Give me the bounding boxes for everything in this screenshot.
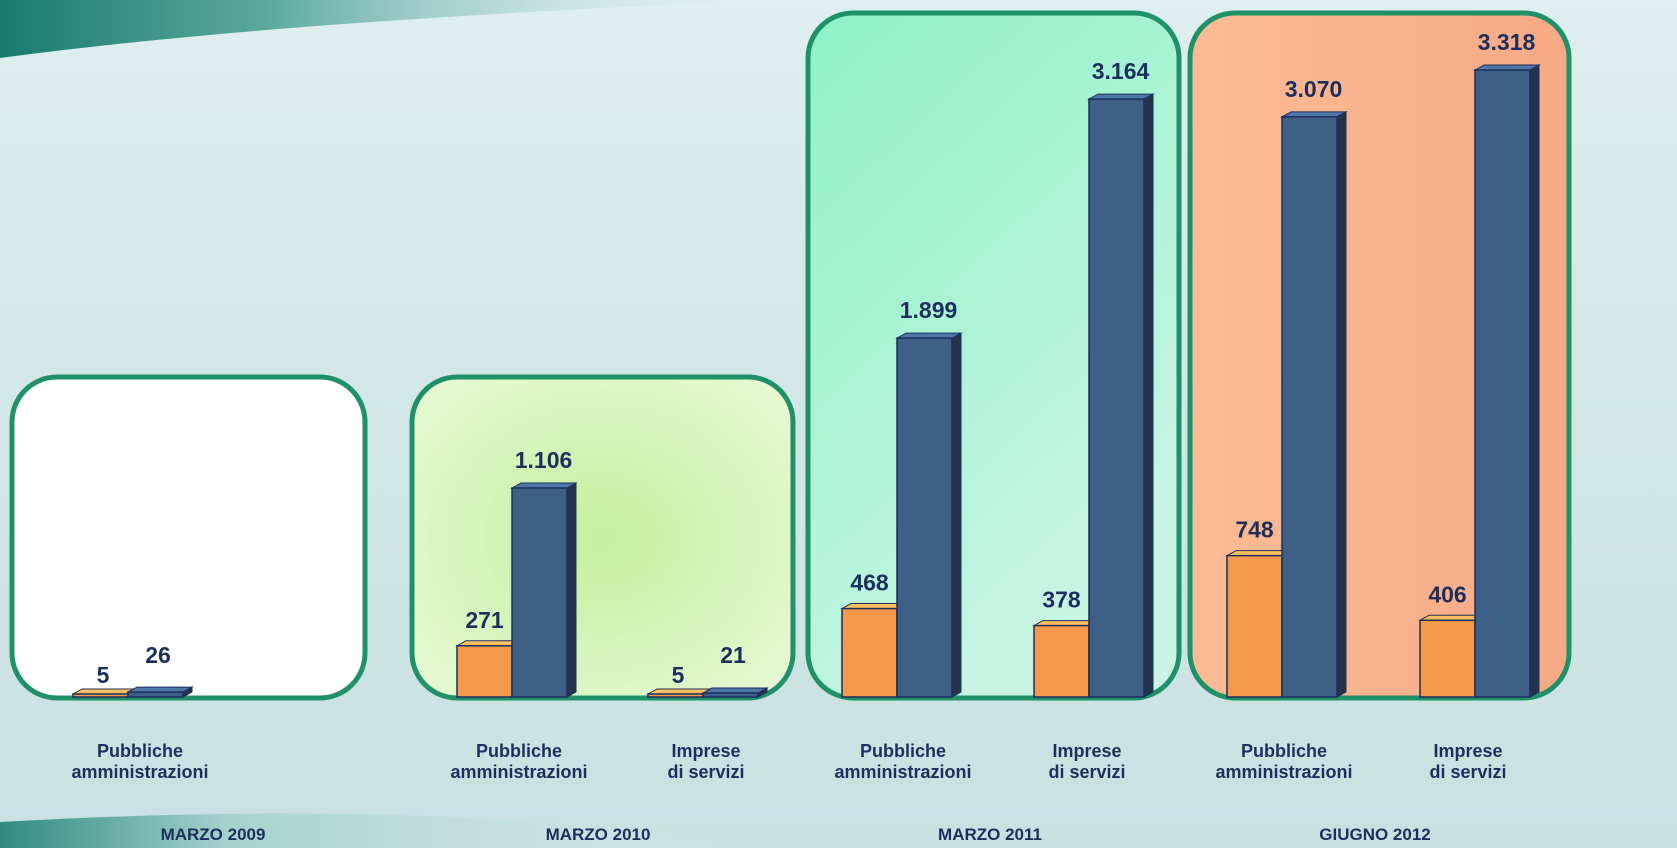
value-label: 3.318 [1478, 29, 1536, 55]
category-label: Imprese [1433, 741, 1502, 761]
category-label: di servizi [667, 762, 744, 782]
bar-navy [126, 686, 194, 698]
value-label: 378 [1042, 587, 1081, 613]
category-label: Pubbliche [476, 741, 562, 761]
value-label: 748 [1235, 517, 1274, 543]
bar-navy [1087, 93, 1155, 698]
category-label: amministrazioni [1215, 762, 1352, 782]
bar-navy [1280, 111, 1348, 698]
value-label: 5 [672, 662, 685, 688]
bar-navy [1473, 64, 1541, 698]
group-label: MARZO 2011 [938, 825, 1042, 844]
category-label: amministrazioni [834, 762, 971, 782]
value-label: 21 [720, 642, 746, 668]
bottom-swoosh [0, 813, 760, 848]
group-label: MARZO 2010 [546, 825, 651, 844]
category-label: Pubbliche [1241, 741, 1327, 761]
value-label: 26 [145, 642, 171, 668]
bar-navy [510, 482, 578, 698]
value-label: 3.164 [1092, 58, 1150, 84]
value-label: 5 [97, 662, 110, 688]
panel-marzo-2009 [9, 374, 368, 701]
bar-navy [895, 332, 963, 698]
group-label: MARZO 2009 [161, 825, 266, 844]
category-label: Imprese [671, 741, 740, 761]
value-label: 1.106 [515, 447, 573, 473]
category-label: Pubbliche [97, 741, 183, 761]
category-label: Pubbliche [860, 741, 946, 761]
top-swoosh [0, 0, 760, 58]
value-label: 271 [465, 607, 504, 633]
value-label: 468 [850, 570, 889, 596]
category-label: amministrazioni [71, 762, 208, 782]
category-label: di servizi [1429, 762, 1506, 782]
bar-navy [701, 687, 769, 698]
category-label: di servizi [1048, 762, 1125, 782]
value-label: 3.070 [1285, 76, 1343, 102]
category-label: amministrazioni [450, 762, 587, 782]
value-label: 406 [1428, 581, 1466, 607]
panel-marzo-2010 [409, 374, 796, 701]
group-label: GIUGNO 2012 [1319, 825, 1431, 844]
value-label: 1.899 [900, 297, 958, 323]
category-label: Imprese [1052, 741, 1121, 761]
